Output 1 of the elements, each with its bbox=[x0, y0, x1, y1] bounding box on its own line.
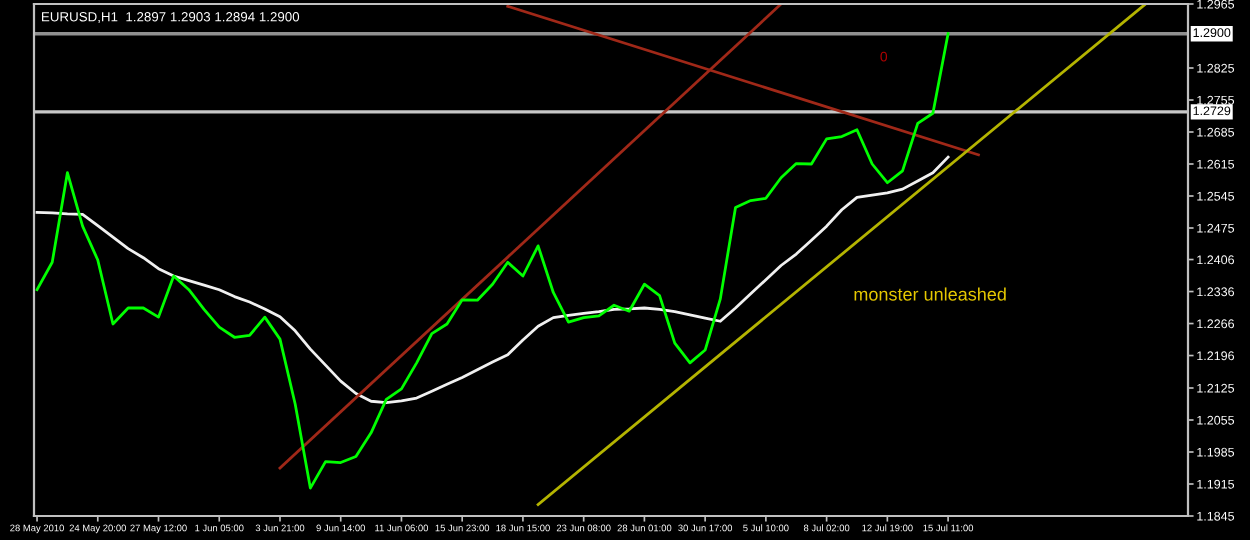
annotation: monster unleashed bbox=[854, 287, 1006, 301]
